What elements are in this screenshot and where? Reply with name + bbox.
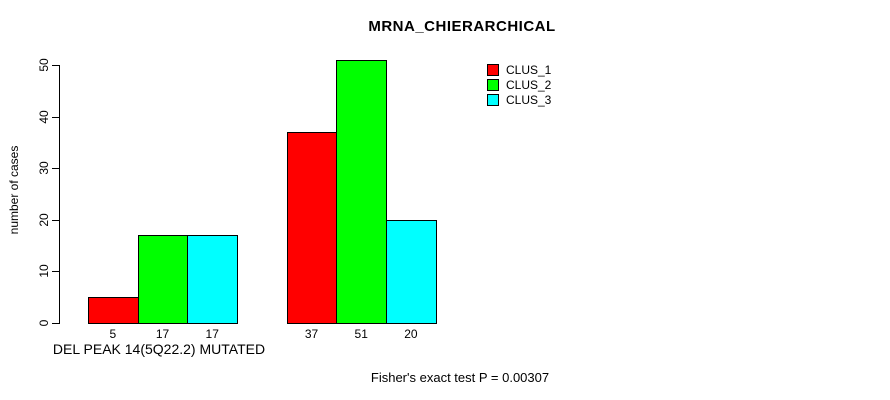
bar-clus_3-group2 xyxy=(386,219,437,324)
fisher-test-annotation: Fisher's exact test P = 0.00307 xyxy=(370,370,550,385)
legend-swatch-clus_2 xyxy=(487,78,499,91)
y-tick xyxy=(52,323,59,324)
legend-label: CLUS_3 xyxy=(506,92,552,107)
bar-clus_2-group2 xyxy=(336,59,388,324)
bar-clus_2-group1 xyxy=(137,235,189,324)
y-tick-label: 10 xyxy=(37,264,51,279)
y-axis-label: number of cases xyxy=(7,145,21,235)
bar-value-label: 17 xyxy=(155,327,170,341)
legend-item-clus_3: CLUS_3 xyxy=(487,92,551,107)
y-tick-label: 20 xyxy=(37,213,51,227)
y-tick xyxy=(52,271,59,273)
y-tick-label: 30 xyxy=(37,161,51,175)
bar-value-label: 17 xyxy=(205,327,219,341)
legend-item-clus_2: CLUS_2 xyxy=(487,77,551,92)
bar-clus_1-group2 xyxy=(286,132,338,324)
bar-value-label: 20 xyxy=(404,327,418,341)
legend-swatch-clus_1 xyxy=(487,63,499,76)
legend-label: CLUS_2 xyxy=(506,77,552,92)
legend: CLUS_1 CLUS_2 CLUS_3 xyxy=(487,62,551,107)
bar-clus_3-group1 xyxy=(187,235,239,324)
y-tick-label: 40 xyxy=(37,109,51,124)
legend-swatch-clus_3 xyxy=(487,93,499,106)
bar-value-label: 51 xyxy=(354,327,368,341)
y-axis-line xyxy=(59,65,60,324)
legend-item-clus_1: CLUS_1 xyxy=(487,62,551,77)
y-tick-label: 0 xyxy=(37,319,51,327)
bar-clus_1-group1 xyxy=(88,297,139,324)
bar-value-label: 37 xyxy=(304,327,319,341)
bar-value-label: 5 xyxy=(109,327,117,341)
y-tick-label: 50 xyxy=(37,58,51,72)
y-tick xyxy=(52,116,59,118)
chart-title: MRNA_CHIERARCHICAL xyxy=(368,18,556,35)
legend-label: CLUS_1 xyxy=(506,62,552,77)
y-tick xyxy=(52,168,59,170)
group-1-label: DEL PEAK 14(5Q22.2) MUTATED xyxy=(52,341,266,357)
y-tick xyxy=(52,219,59,221)
y-tick xyxy=(52,65,59,66)
